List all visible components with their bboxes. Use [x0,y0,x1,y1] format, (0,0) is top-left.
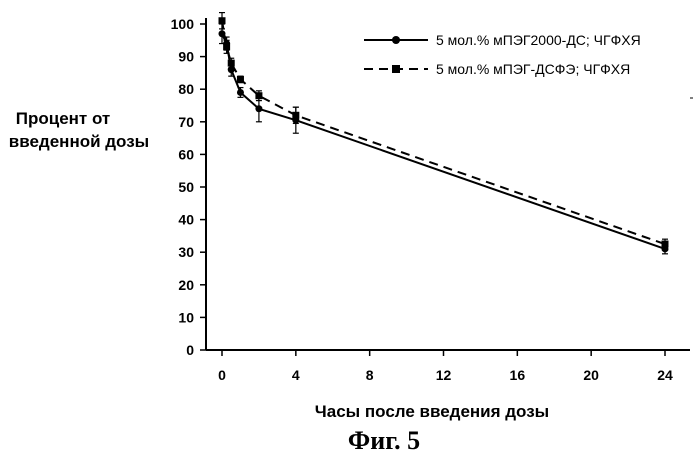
series-2-point [223,43,230,50]
y-tick-label: 20 [178,277,194,293]
series-2-point [292,112,299,119]
y-axis-title-line-2: введенной дозы [9,132,149,151]
x-tick-label: 16 [510,367,526,383]
y-ticks: 0 10 20 30 40 50 60 70 80 90 100 [171,16,206,358]
series-2-point [219,17,226,24]
x-tick-label: 12 [436,367,452,383]
legend-label-series-2: 5 мол.% мПЭГ-ДСФЭ; ЧГФХЯ [436,61,630,77]
x-tick-label: 20 [583,367,599,383]
x-axis-title: Часы после введения дозы [315,402,549,421]
series-2-point [228,60,235,67]
x-tick-label: 0 [218,367,226,383]
series-2-point [237,76,244,83]
figure-caption: Фиг. 5 [348,426,420,455]
y-tick-label: 30 [178,244,194,260]
y-tick-label: 0 [186,342,194,358]
y-tick-label: 70 [178,114,194,130]
y-axis-title-line-1: Процент от [16,109,111,128]
y-tick-label: 10 [178,309,194,325]
legend-marker-square [392,65,400,73]
y-axis-title: Процент от введенной дозы [9,109,149,151]
y-tick-label: 60 [178,146,194,162]
series-2-line [222,21,665,244]
y-tick-label: 100 [171,16,195,32]
legend: 5 мол.% мПЭГ2000-ДС; ЧГФХЯ 5 мол.% мПЭГ-… [364,32,641,77]
x-tick-label: 4 [292,367,300,383]
y-tick-label: 50 [178,179,194,195]
series-2-point [255,92,262,99]
x-tick-label: 24 [657,367,673,383]
series-1-point [237,89,244,96]
legend-marker-circle [392,36,400,44]
series-layer [219,13,669,254]
y-tick-label: 40 [178,212,194,228]
legend-label-series-1: 5 мол.% мПЭГ2000-ДС; ЧГФХЯ [436,32,641,48]
y-tick-label: 80 [178,81,194,97]
x-tick-label: 8 [366,367,374,383]
y-tick-label: 90 [178,49,194,65]
series-1-point [255,105,262,112]
x-ticks: 0 4 8 12 16 20 24 [218,350,673,383]
series-2-point [662,241,669,248]
